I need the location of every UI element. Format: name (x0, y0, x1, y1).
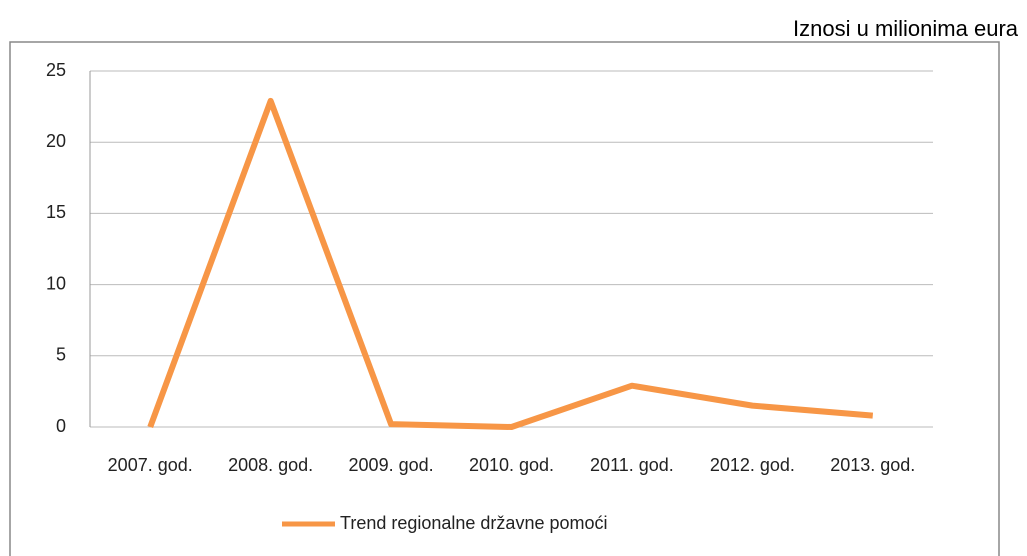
chart-border (9, 41, 1000, 556)
y-tick-label: 10 (46, 273, 66, 293)
y-tick-label: 0 (56, 416, 66, 436)
legend-label: Trend regionalne državne pomoći (340, 513, 608, 533)
y-tick-label: 20 (46, 131, 66, 151)
y-tick-label: 5 (56, 345, 66, 365)
x-tick-label: 2012. god. (710, 455, 795, 475)
x-tick-label: 2009. god. (349, 455, 434, 475)
x-tick-label: 2013. god. (830, 455, 915, 475)
annotation: Iznosi u milionima eura (793, 16, 1019, 41)
x-tick-label: 2010. god. (469, 455, 554, 475)
x-tick-label: 2008. god. (228, 455, 313, 475)
y-tick-label: 25 (46, 60, 66, 80)
x-tick-label: 2011. god. (590, 455, 674, 475)
line (147, 97, 874, 430)
y-tick-label: 15 (46, 202, 66, 222)
x-tick-label: 2007. god. (108, 455, 193, 475)
